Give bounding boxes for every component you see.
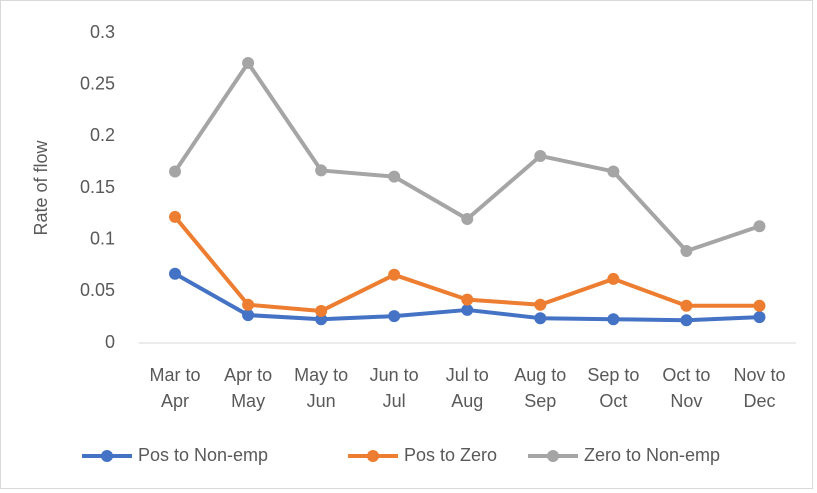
legend-marker [547, 450, 559, 462]
y-tick-label: 0 [105, 332, 115, 352]
data-point [388, 268, 401, 281]
data-point [607, 313, 620, 326]
data-point [680, 314, 693, 327]
x-tick-label: May to Jun [294, 365, 349, 411]
data-point [242, 309, 255, 322]
data-point [534, 298, 547, 311]
data-point [607, 165, 620, 178]
data-point [753, 311, 766, 324]
data-point [461, 293, 474, 306]
y-axis-label: Rate of flow [31, 139, 51, 235]
data-point [607, 272, 620, 285]
y-tick-label: 0.2 [90, 125, 115, 145]
x-tick-label: Oct to Nov [662, 365, 711, 411]
legend-label: Pos to Zero [404, 445, 497, 465]
data-point [753, 299, 766, 312]
legend-label: Pos to Non-emp [138, 445, 268, 465]
y-tick-label: 0.3 [90, 22, 115, 42]
data-point [242, 298, 255, 311]
data-point [461, 213, 474, 225]
legend-marker [101, 450, 113, 462]
data-point [315, 313, 328, 326]
x-tick-label: Sep to Oct [587, 365, 640, 411]
data-point [534, 312, 547, 325]
data-point [315, 304, 328, 317]
data-point [169, 210, 182, 223]
data-point [680, 245, 693, 258]
data-point [680, 299, 693, 312]
y-tick-label: 0.15 [80, 177, 115, 197]
data-point [169, 165, 182, 178]
y-tick-label: 0.05 [80, 280, 115, 300]
x-tick-label: Mar to Apr [149, 365, 201, 411]
x-tick-label: Jul to Aug [445, 365, 489, 411]
x-tick-label: Aug to Sep [514, 365, 567, 411]
x-tick-label: Nov to Dec [733, 365, 786, 411]
y-tick-label: 0.25 [80, 73, 115, 93]
data-point [461, 303, 474, 316]
data-point [534, 149, 547, 162]
data-point [242, 56, 255, 69]
data-point [753, 220, 766, 233]
x-tick-label: Jun to Jul [369, 365, 419, 411]
x-tick-label: Apr to May [224, 365, 273, 411]
legend-marker [367, 450, 379, 462]
legend-label: Zero to Non-emp [584, 445, 720, 465]
data-point [169, 267, 182, 280]
data-point [388, 170, 401, 183]
data-point [315, 164, 328, 177]
data-point [388, 310, 401, 323]
y-tick-label: 0.1 [90, 228, 115, 248]
